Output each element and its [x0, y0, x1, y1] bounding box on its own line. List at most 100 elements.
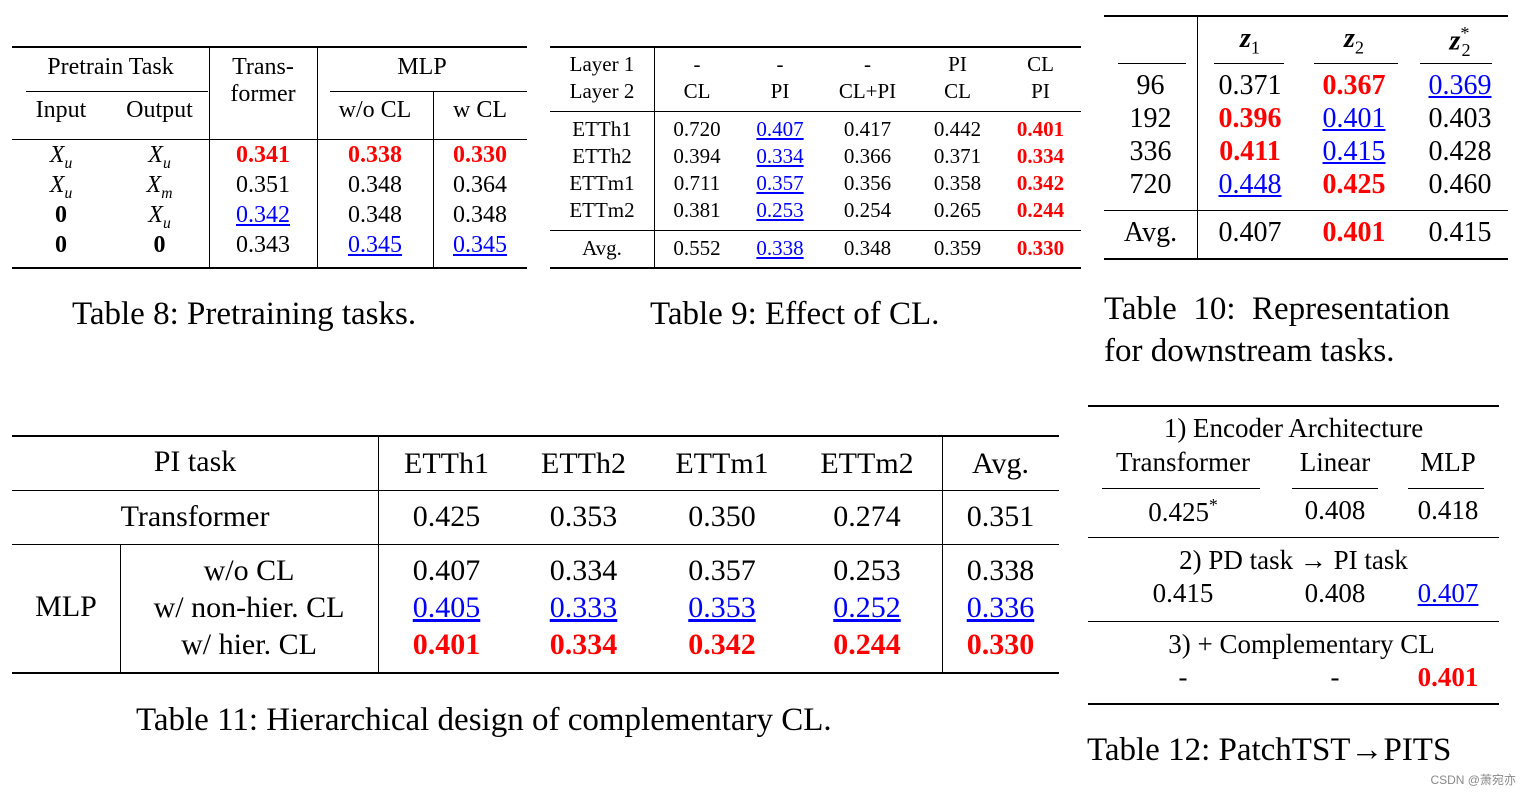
value-cell: 0.265 [933, 198, 982, 222]
encoder-header: Transformer [1116, 447, 1250, 477]
pi-task-value: 0.415 [1152, 578, 1214, 608]
value-cell: 0.244 [1016, 198, 1065, 222]
avg-value: 0.348 [843, 236, 892, 260]
avg-value: 0.338 [756, 236, 804, 260]
transformer-value: 0.341 [236, 142, 290, 168]
value-cell: 0.357 [756, 171, 804, 195]
avg-value: 0.401 [1322, 217, 1386, 248]
avg-value: 0.552 [673, 236, 721, 260]
header-dataset: ETTm2 [820, 447, 914, 480]
cl-value: - [1178, 662, 1188, 692]
header-pi-task: PI task [153, 445, 237, 478]
layer-2-header: CL [944, 79, 971, 103]
layer-2-header: PI [770, 79, 790, 103]
mlp-w-cl-value: 0.330 [453, 142, 507, 168]
avg-value: 0.330 [1016, 236, 1065, 260]
value-cell: 0.411 [1219, 136, 1281, 167]
watermark: CSDN @萧宛亦 [1430, 773, 1516, 787]
value-cell: 0.394 [673, 144, 721, 168]
row-mlp-label: MLP [35, 590, 97, 623]
value-cell: 0.253 [756, 198, 804, 222]
value-cell: 0.333 [549, 591, 618, 624]
encoder-value: 0.408 [1304, 495, 1366, 525]
mlp-variant-label: w/ hier. CL [181, 628, 317, 661]
encoder-value: 0.418 [1417, 495, 1479, 525]
output-cell: Xu [148, 142, 171, 172]
value-cell: 0.342 [1016, 171, 1065, 195]
layer-1-header: CL [1027, 52, 1054, 76]
header-mlp: MLP [397, 54, 447, 80]
layer-1-header: - [776, 52, 784, 76]
value-cell: 0.357 [688, 554, 756, 587]
asterisk-mark: * [1208, 495, 1218, 515]
header-z2: z2 [1344, 23, 1364, 58]
value-cell: 0.407 [756, 117, 804, 141]
input-cell: 0 [55, 232, 67, 258]
dataset-label: ETTh1 [572, 117, 632, 141]
avg-value: 0.359 [933, 236, 982, 260]
transformer-value: 0.343 [236, 232, 290, 258]
value-cell: 0.415 [1322, 136, 1386, 167]
header-pretrain-task: Pretrain Task [47, 54, 174, 80]
horizon-label: 96 [1136, 70, 1165, 101]
pi-task-value: 0.408 [1304, 578, 1366, 608]
value-cell: 0.334 [756, 144, 804, 168]
mlp-wo-cl-value: 0.338 [348, 142, 402, 168]
input-cell: Xu [49, 142, 73, 172]
header-dataset: Avg. [972, 447, 1029, 480]
value-cell: 0.442 [933, 117, 982, 141]
header-input: Input [35, 97, 87, 123]
cl-value: 0.401 [1417, 662, 1479, 692]
value-cell: 0.371 [933, 144, 982, 168]
value-cell: 0.401 [412, 628, 481, 661]
value-cell: 0.350 [688, 500, 756, 533]
header-z1: z1 [1240, 23, 1260, 58]
value-cell: 0.401 [1322, 103, 1386, 134]
value-cell: 0.401 [1016, 117, 1065, 141]
pi-task-value: 0.407 [1417, 578, 1479, 608]
value-cell: 0.334 [549, 628, 618, 661]
value-cell: 0.244 [833, 628, 901, 661]
layer-1-header: PI [948, 52, 967, 76]
header-dataset: ETTh1 [404, 447, 489, 480]
value-cell: 0.405 [412, 591, 481, 624]
encoder-header: Linear [1299, 447, 1371, 477]
mlp-w-cl-value: 0.348 [453, 202, 507, 228]
value-cell: 0.396 [1218, 103, 1282, 134]
encoder-value: 0.425* [1148, 495, 1218, 527]
value-cell: 0.274 [833, 500, 901, 533]
mlp-wo-cl-value: 0.348 [348, 172, 402, 198]
output-cell: Xu [148, 202, 171, 232]
value-cell: 0.334 [1016, 144, 1065, 168]
header-w-cl: w CL [453, 97, 507, 123]
section-1-title: 1) Encoder Architecture [1163, 413, 1424, 443]
dataset-label: ETTm1 [569, 171, 635, 195]
table-12-caption: Table 12: PatchTST→PITS [1087, 732, 1452, 768]
value-cell: 0.369 [1428, 70, 1492, 101]
header-output: Output [126, 97, 193, 123]
avg-label: Avg. [582, 236, 622, 260]
encoder-header: MLP [1420, 447, 1476, 477]
value-cell: 0.353 [688, 591, 756, 624]
value-cell: 0.330 [966, 628, 1035, 661]
value-cell: 0.366 [843, 144, 892, 168]
value-cell: 0.358 [933, 171, 982, 195]
value-cell: 0.425 [412, 500, 481, 533]
dataset-label: ETTm2 [569, 198, 635, 222]
mlp-variant-label: w/ non-hier. CL [153, 591, 345, 624]
mlp-w-cl-value: 0.345 [453, 232, 507, 258]
horizon-label: 336 [1129, 136, 1172, 167]
value-cell: 0.342 [688, 628, 756, 661]
header-wo-cl: w/o CL [338, 97, 412, 123]
section-3-title: 3) + Complementary CL [1168, 629, 1435, 659]
cl-value: - [1330, 662, 1340, 692]
transformer-value: 0.351 [236, 172, 290, 198]
layer-1-header: - [864, 52, 871, 76]
value-cell: 0.367 [1322, 70, 1386, 101]
avg-value: 0.415 [1428, 217, 1492, 248]
value-cell: 0.381 [673, 198, 721, 222]
layer-2-header: CL [683, 79, 711, 103]
value-cell: 0.353 [549, 500, 618, 533]
layer-1-label: Layer 1 [569, 52, 635, 76]
layer-1-header: - [693, 52, 701, 76]
